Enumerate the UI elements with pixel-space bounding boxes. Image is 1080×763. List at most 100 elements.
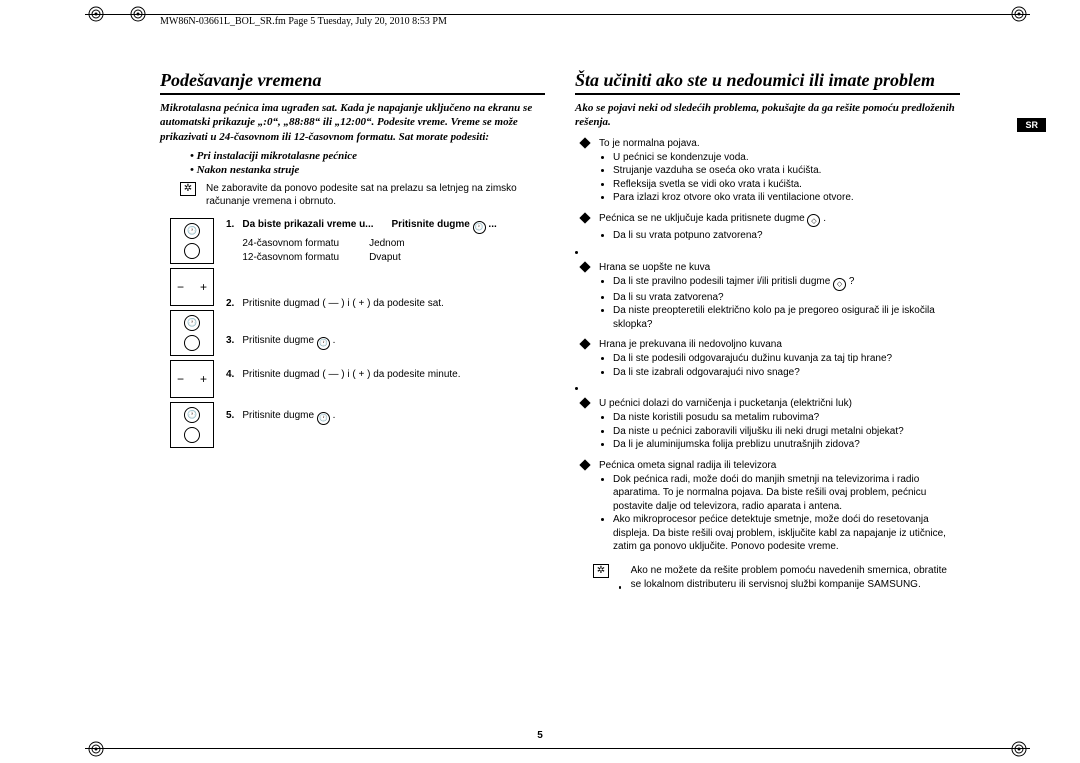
right-title: Šta učiniti ako ste u nedoumici ili imat…	[575, 70, 960, 95]
plus-icon: +	[200, 281, 207, 293]
troubleshoot-list: To je normalna pojava. U pećnici se konde…	[575, 138, 960, 554]
language-badge: SR	[1017, 118, 1046, 132]
trouble-list: Dok pećnica radi, može doći do manjih sm…	[599, 473, 960, 554]
step-body: Da biste prikazali vreme u... Pritisnite…	[242, 218, 545, 265]
trouble-item: Da li su vrata potpuno zatvorena?	[613, 229, 960, 243]
step-number: 1.	[226, 218, 234, 265]
trouble-list: Da niste koristili posudu sa metalim rub…	[599, 411, 960, 452]
swirl-icon	[88, 6, 104, 22]
trouble-item: Da li ste izabrali odgovarajući nivo sna…	[613, 366, 960, 380]
step-row: 1. Da biste prikazali vreme u... Pritisn…	[226, 218, 545, 265]
clock-panel: 🕐	[170, 402, 214, 448]
plusminus-panel: − +	[170, 360, 214, 398]
dot-icon	[575, 387, 578, 390]
diamond-icon	[579, 398, 590, 409]
clock-panel: 🕐	[170, 218, 214, 264]
trouble-item: Da niste preopteretili električno kolo p…	[613, 304, 960, 331]
clock-icon: 🕐	[184, 223, 200, 239]
trouble-group: U pećnici dolazi do varničenja i pucketa…	[575, 398, 960, 452]
swirl-icon	[130, 6, 146, 22]
trouble-list: Da li ste podesili odgovarajuću dužinu k…	[599, 352, 960, 379]
table-cell: 24-časovnom formatu	[242, 237, 339, 250]
trouble-group: To je normalna pojava. U pećnici se konde…	[575, 138, 960, 205]
right-intro: Ako se pojavi neki od sledećih problema,…	[575, 101, 960, 130]
trouble-item: Da niste koristili posudu sa metalim rub…	[613, 411, 960, 425]
header-text: MW86N-03661L_BOL_SR.fm Page 5 Tuesday, J…	[160, 16, 447, 27]
plus-icon: +	[200, 373, 207, 385]
clock-icon: 🕐	[184, 315, 200, 331]
final-note: Ako ne možete da rešite problem pomoću n…	[631, 564, 960, 595]
trouble-group: Hrana je prekuvana ili nedovoljno kuvana…	[575, 339, 960, 379]
note-row: ✲ Ne zaboravite da ponovo podesite sat n…	[180, 182, 545, 208]
trouble-item: Strujanje vazduha se oseća oko vrata i k…	[613, 164, 960, 178]
step1-label-right: Pritisnite dugme	[392, 219, 470, 230]
swirl-icon	[1011, 741, 1027, 757]
step-body: Pritisnite dugmad ( — ) i ( + ) da podes…	[242, 368, 545, 381]
table-cell: Dvaput	[369, 251, 405, 264]
dot-icon	[619, 586, 621, 589]
button-icon	[184, 243, 200, 259]
trouble-item: Ako mikroprocesor pećice detektuje smetn…	[613, 513, 960, 554]
trouble-group: Hrana se uopšte ne kuvaDa li ste praviln…	[575, 262, 960, 332]
trouble-group: Pećnica ometa signal radija ili televizo…	[575, 460, 960, 554]
button-icon	[184, 335, 200, 351]
trouble-item: Dok pećnica radi, može doći do manjih sm…	[613, 473, 960, 514]
sub-item: Pri instalaciji mikrotalasne pećnice	[190, 150, 545, 162]
trouble-group: Pećnica se ne uključuje kada pritisnete …	[575, 213, 960, 243]
step-text: Pritisnite dugme	[242, 335, 314, 346]
button-column: 🕐 − + 🕐 − + 🕐	[170, 218, 214, 448]
step-row: 2. Pritisnite dugmad ( — ) i ( + ) da po…	[226, 297, 545, 310]
diamond-icon	[579, 339, 590, 350]
clock-panel: 🕐	[170, 310, 214, 356]
trouble-item: Da li ste podesili odgovarajuću dužinu k…	[613, 352, 960, 366]
step-row: 4. Pritisnite dugmad ( — ) i ( + ) da po…	[226, 368, 545, 381]
trouble-list: U pećnici se kondenzuje voda.Strujanje v…	[599, 151, 960, 205]
trouble-item: Refleksija svetla se vidi oko vrata i ku…	[613, 178, 960, 192]
left-column: Podešavanje vremena Mikrotalasna pećnica…	[160, 70, 545, 595]
trouble-item: U pećnici se kondenzuje voda.	[613, 151, 960, 165]
note-icon: ✲	[593, 564, 609, 578]
trouble-list: Da li su vrata potpuno zatvorena?	[599, 229, 960, 243]
clock-icon: 🕐	[473, 221, 486, 234]
step-body: Pritisnite dugmad ( — ) i ( + ) da podes…	[242, 297, 545, 310]
footer-rule	[85, 748, 1030, 749]
table-cell: Jednom	[369, 237, 405, 250]
right-column: Šta učiniti ako ste u nedoumici ili imat…	[575, 70, 960, 595]
diamond-icon	[579, 212, 590, 223]
trouble-item: Para izlazi kroz otvore oko vrata ili ve…	[613, 191, 960, 205]
step-body: Pritisnite dugme 🕐 .	[242, 409, 545, 425]
clock-icon: 🕐	[317, 337, 330, 350]
trouble-item: Da li su vrata zatvorena?	[613, 291, 960, 305]
step-number: 3.	[226, 334, 234, 350]
trouble-item: Da li je aluminijumska folija preblizu u…	[613, 438, 960, 452]
dot-icon	[575, 251, 578, 254]
trouble-head: To je normalna pojava.	[599, 138, 960, 149]
trouble-item: Da li ste pravilno podesili tajmer i/ili…	[613, 275, 960, 291]
step-text: Pritisnite dugme	[242, 410, 314, 421]
minus-icon: −	[177, 281, 184, 293]
trouble-head: Pećnica ometa signal radija ili televizo…	[599, 460, 960, 471]
page-number: 5	[0, 730, 1080, 741]
swirl-icon	[1011, 6, 1027, 22]
step-row: 5. Pritisnite dugme 🕐 .	[226, 409, 545, 425]
diamond-icon	[579, 459, 590, 470]
swirl-icon	[88, 741, 104, 757]
step-number: 4.	[226, 368, 234, 381]
left-intro: Mikrotalasna pećnica ima ugrađen sat. Ka…	[160, 101, 545, 144]
clock-icon: 🕐	[184, 407, 200, 423]
step-row: 3. Pritisnite dugme 🕐 .	[226, 334, 545, 350]
step1-label-left: Da biste prikazali vreme u...	[242, 218, 373, 234]
final-note-row: ✲ Ako ne možete da rešite problem pomoću…	[593, 564, 960, 595]
note-icon: ✲	[180, 182, 196, 196]
table-col: Jednom Dvaput	[369, 236, 405, 265]
trouble-item: Da niste u pećnici zaboravili viljušku i…	[613, 425, 960, 439]
table-col: 24-časovnom formatu 12-časovnom formatu	[242, 236, 339, 265]
steps-area: 🕐 − + 🕐 − + 🕐	[170, 218, 545, 448]
plusminus-panel: − +	[170, 268, 214, 306]
clock-icon: 🕐	[317, 412, 330, 425]
start-icon: ◇	[807, 214, 820, 227]
table-cell: 12-časovnom formatu	[242, 251, 339, 264]
note-text: Ne zaboravite da ponovo podesite sat na …	[206, 182, 545, 208]
diamond-icon	[579, 137, 590, 148]
step-body: Pritisnite dugme 🕐 .	[242, 334, 545, 350]
